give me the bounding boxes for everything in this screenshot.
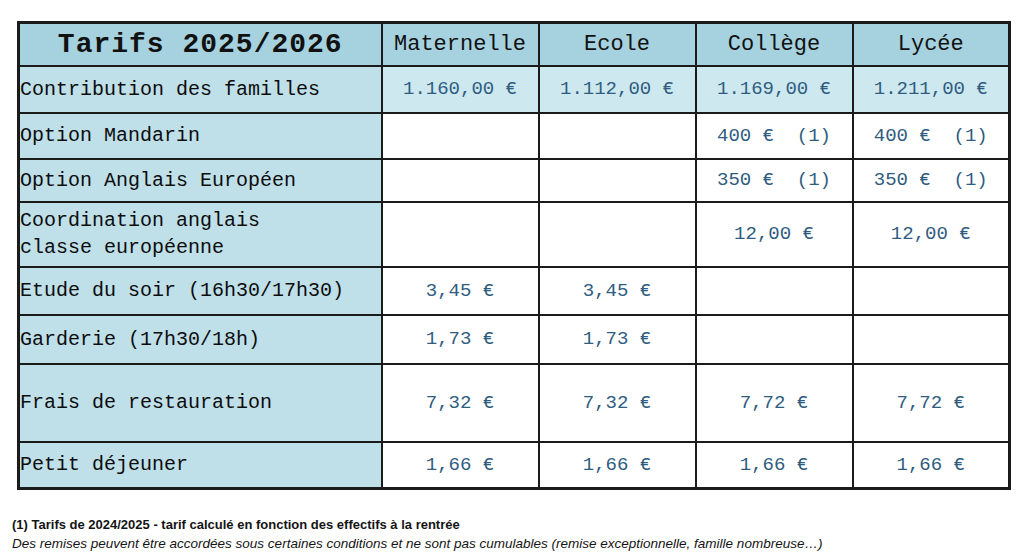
table-title: Tarifs 2025/2026 [19,23,382,66]
price-cell: 1,66 € [696,442,853,489]
footnotes: (1) Tarifs de 2024/2025 - tarif calculé … [12,516,822,553]
row-label: Coordination anglais classe européenne [19,202,382,267]
footnote-discount-note: Des remises peuvent être accordées sous … [12,534,822,553]
column-header-college: Collège [696,23,853,66]
table-row: Option Anglais Européen 350 € (1)350 € (1… [19,159,1010,202]
tariff-document-page: Tarifs 2025/2026 Maternelle Ecole Collèg… [0,0,1024,560]
price-cell [853,315,1010,364]
price-cell: 7,72 € [853,364,1010,442]
table-row: Etude du soir (16h30/17h30)3,45 €3,45 € [19,267,1010,315]
row-label: Frais de restauration [19,364,382,442]
table-row: Petit déjeuner1,66 €1,66 €1,66 €1,66 € [19,442,1010,489]
price-cell: 3,45 € [539,267,696,315]
row-label: Option Mandarin [19,113,382,159]
price-cell: 1,66 € [853,442,1010,489]
price-cell: 400 € (1) [696,113,853,159]
tariff-table: Tarifs 2025/2026 Maternelle Ecole Collèg… [17,21,1011,490]
price-cell: 350 € (1) [696,159,853,202]
price-cell [696,315,853,364]
table-row: Option Mandarin 400 € (1)400 € (1) [19,113,1010,159]
price-cell: 3,45 € [382,267,539,315]
price-cell: 1,73 € [539,315,696,364]
price-cell: 7,72 € [696,364,853,442]
price-cell: 7,32 € [539,364,696,442]
price-cell: 12,00 € [696,202,853,267]
table-row: Contribution des familles1.160,00 €1.112… [19,66,1010,113]
price-cell: 12,00 € [853,202,1010,267]
price-cell: 1,66 € [539,442,696,489]
price-cell: 1,66 € [382,442,539,489]
price-cell: 1,73 € [382,315,539,364]
row-label: Option Anglais Européen [19,159,382,202]
footnote-tariff-note: (1) Tarifs de 2024/2025 - tarif calculé … [12,516,822,534]
header-row: Tarifs 2025/2026 Maternelle Ecole Collèg… [19,23,1010,66]
tariff-table-body: Contribution des familles1.160,00 €1.112… [19,66,1010,489]
price-cell: 400 € (1) [853,113,1010,159]
row-label: Contribution des familles [19,66,382,113]
price-cell: 1.112,00 € [539,66,696,113]
row-label: Garderie (17h30/18h) [19,315,382,364]
table-row: Coordination anglais classe européenne 12… [19,202,1010,267]
price-cell: 350 € (1) [853,159,1010,202]
price-cell [382,202,539,267]
price-cell [853,267,1010,315]
row-label: Petit déjeuner [19,442,382,489]
price-cell: 1.211,00 € [853,66,1010,113]
price-cell: 1.160,00 € [382,66,539,113]
price-cell: 7,32 € [382,364,539,442]
table-row: Frais de restauration7,32 €7,32 €7,72 €7… [19,364,1010,442]
table-row: Garderie (17h30/18h)1,73 €1,73 € [19,315,1010,364]
tariff-table-header: Tarifs 2025/2026 Maternelle Ecole Collèg… [19,23,1010,66]
price-cell [382,113,539,159]
row-label: Etude du soir (16h30/17h30) [19,267,382,315]
price-cell [696,267,853,315]
price-cell: 1.169,00 € [696,66,853,113]
price-cell [382,159,539,202]
price-cell [539,113,696,159]
column-header-maternelle: Maternelle [382,23,539,66]
column-header-ecole: Ecole [539,23,696,66]
price-cell [539,159,696,202]
price-cell [539,202,696,267]
column-header-lycee: Lycée [853,23,1010,66]
